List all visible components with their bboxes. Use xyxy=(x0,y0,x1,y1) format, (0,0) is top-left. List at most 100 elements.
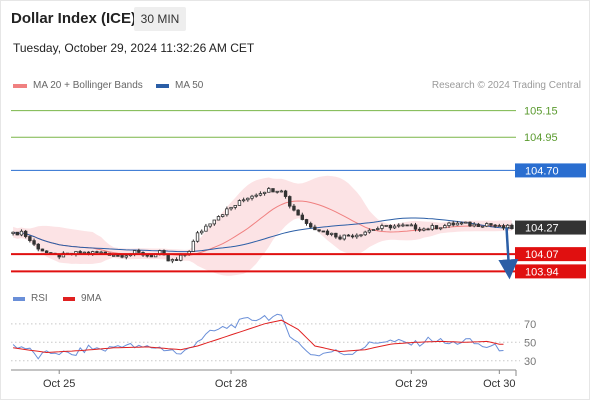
candle-body xyxy=(124,255,128,258)
projection-arrow xyxy=(498,227,519,280)
candle-body xyxy=(275,190,279,193)
candle xyxy=(468,221,472,228)
candle xyxy=(397,223,401,228)
candle xyxy=(262,191,267,196)
candle-body xyxy=(241,199,246,202)
timeframe-badge[interactable]: 30 MIN xyxy=(134,7,186,31)
rsi-swatch xyxy=(13,296,25,301)
candle xyxy=(95,250,99,254)
candle-body xyxy=(388,225,393,229)
level-label: 104.95 xyxy=(524,132,558,144)
current-price-label: 104.27 xyxy=(525,223,559,235)
research-credit: Research © 2024 Trading Central xyxy=(431,80,581,91)
candle xyxy=(246,197,250,202)
candle xyxy=(472,222,476,228)
candle-body xyxy=(455,222,460,226)
candle-body xyxy=(283,190,288,197)
candle xyxy=(233,205,237,210)
candle-body xyxy=(174,259,179,261)
candle xyxy=(321,230,325,233)
candle-body xyxy=(216,216,221,221)
candle xyxy=(300,212,305,221)
candle xyxy=(170,258,175,264)
level-tag xyxy=(515,264,586,279)
candle-body xyxy=(397,224,401,227)
candle-body xyxy=(371,229,376,231)
candle-body xyxy=(200,230,204,234)
legend-ma20: MA 20 + Bollinger Bands xyxy=(13,80,143,91)
candle-body xyxy=(321,230,325,233)
candle-body xyxy=(103,251,108,254)
candle xyxy=(313,224,317,231)
candle-body xyxy=(149,254,154,258)
candle xyxy=(191,239,196,252)
candle-body xyxy=(267,188,271,193)
candle-body xyxy=(246,197,250,201)
candle xyxy=(216,215,221,221)
candle xyxy=(11,231,15,236)
rsi-tick-label: 70 xyxy=(524,319,536,331)
candle xyxy=(137,248,141,254)
candle-body xyxy=(485,223,489,227)
candle-body xyxy=(40,248,45,252)
ma9-swatch xyxy=(63,296,75,301)
candle-body xyxy=(342,234,346,240)
candle-body xyxy=(468,221,472,227)
candle xyxy=(329,232,334,237)
candle-body xyxy=(145,254,149,257)
candle xyxy=(363,230,367,236)
candle xyxy=(271,188,275,193)
candle-body xyxy=(258,193,263,196)
candle-body xyxy=(191,240,196,252)
candle-body xyxy=(430,225,434,230)
candle xyxy=(36,243,40,252)
candle-body xyxy=(229,206,233,210)
candle xyxy=(464,221,468,224)
candle xyxy=(174,257,179,261)
level-label: 104.70 xyxy=(525,165,559,177)
candle xyxy=(342,234,346,241)
candle xyxy=(296,209,300,216)
candle-body xyxy=(346,234,351,237)
candle xyxy=(413,222,418,232)
candle xyxy=(497,223,502,228)
candle-body xyxy=(95,251,99,253)
candle xyxy=(451,220,455,227)
candle-body xyxy=(359,234,363,237)
candle xyxy=(338,234,342,241)
candle xyxy=(40,248,45,252)
candle-body xyxy=(489,223,493,226)
candle xyxy=(417,226,422,233)
candle xyxy=(367,228,372,234)
candle-body xyxy=(111,254,116,257)
candle xyxy=(350,233,355,239)
candle xyxy=(459,221,464,226)
ma50-line xyxy=(12,217,512,253)
candle xyxy=(292,203,296,212)
candle-body xyxy=(380,225,384,229)
candle-body xyxy=(313,226,317,231)
candle-body xyxy=(464,221,468,224)
candle-body xyxy=(271,188,275,193)
candle xyxy=(103,251,108,254)
candle-body xyxy=(447,222,451,226)
candle xyxy=(225,206,229,217)
candle-body xyxy=(355,234,359,238)
candle-body xyxy=(417,228,422,231)
candle xyxy=(346,234,351,237)
candle xyxy=(401,222,405,228)
rsi-ma9-line xyxy=(13,319,504,354)
level-tag xyxy=(515,163,586,178)
candle-body xyxy=(220,214,225,217)
rsi-label: RSI xyxy=(31,293,48,304)
candle-body xyxy=(166,254,170,262)
candle xyxy=(250,194,254,201)
candle-body xyxy=(392,225,397,229)
candle xyxy=(388,224,393,231)
candle-body xyxy=(497,225,502,228)
legend-rsi: RSI xyxy=(13,293,48,304)
candle-body xyxy=(363,231,367,236)
candle xyxy=(443,223,447,229)
legend-9ma: 9MA xyxy=(63,293,102,304)
